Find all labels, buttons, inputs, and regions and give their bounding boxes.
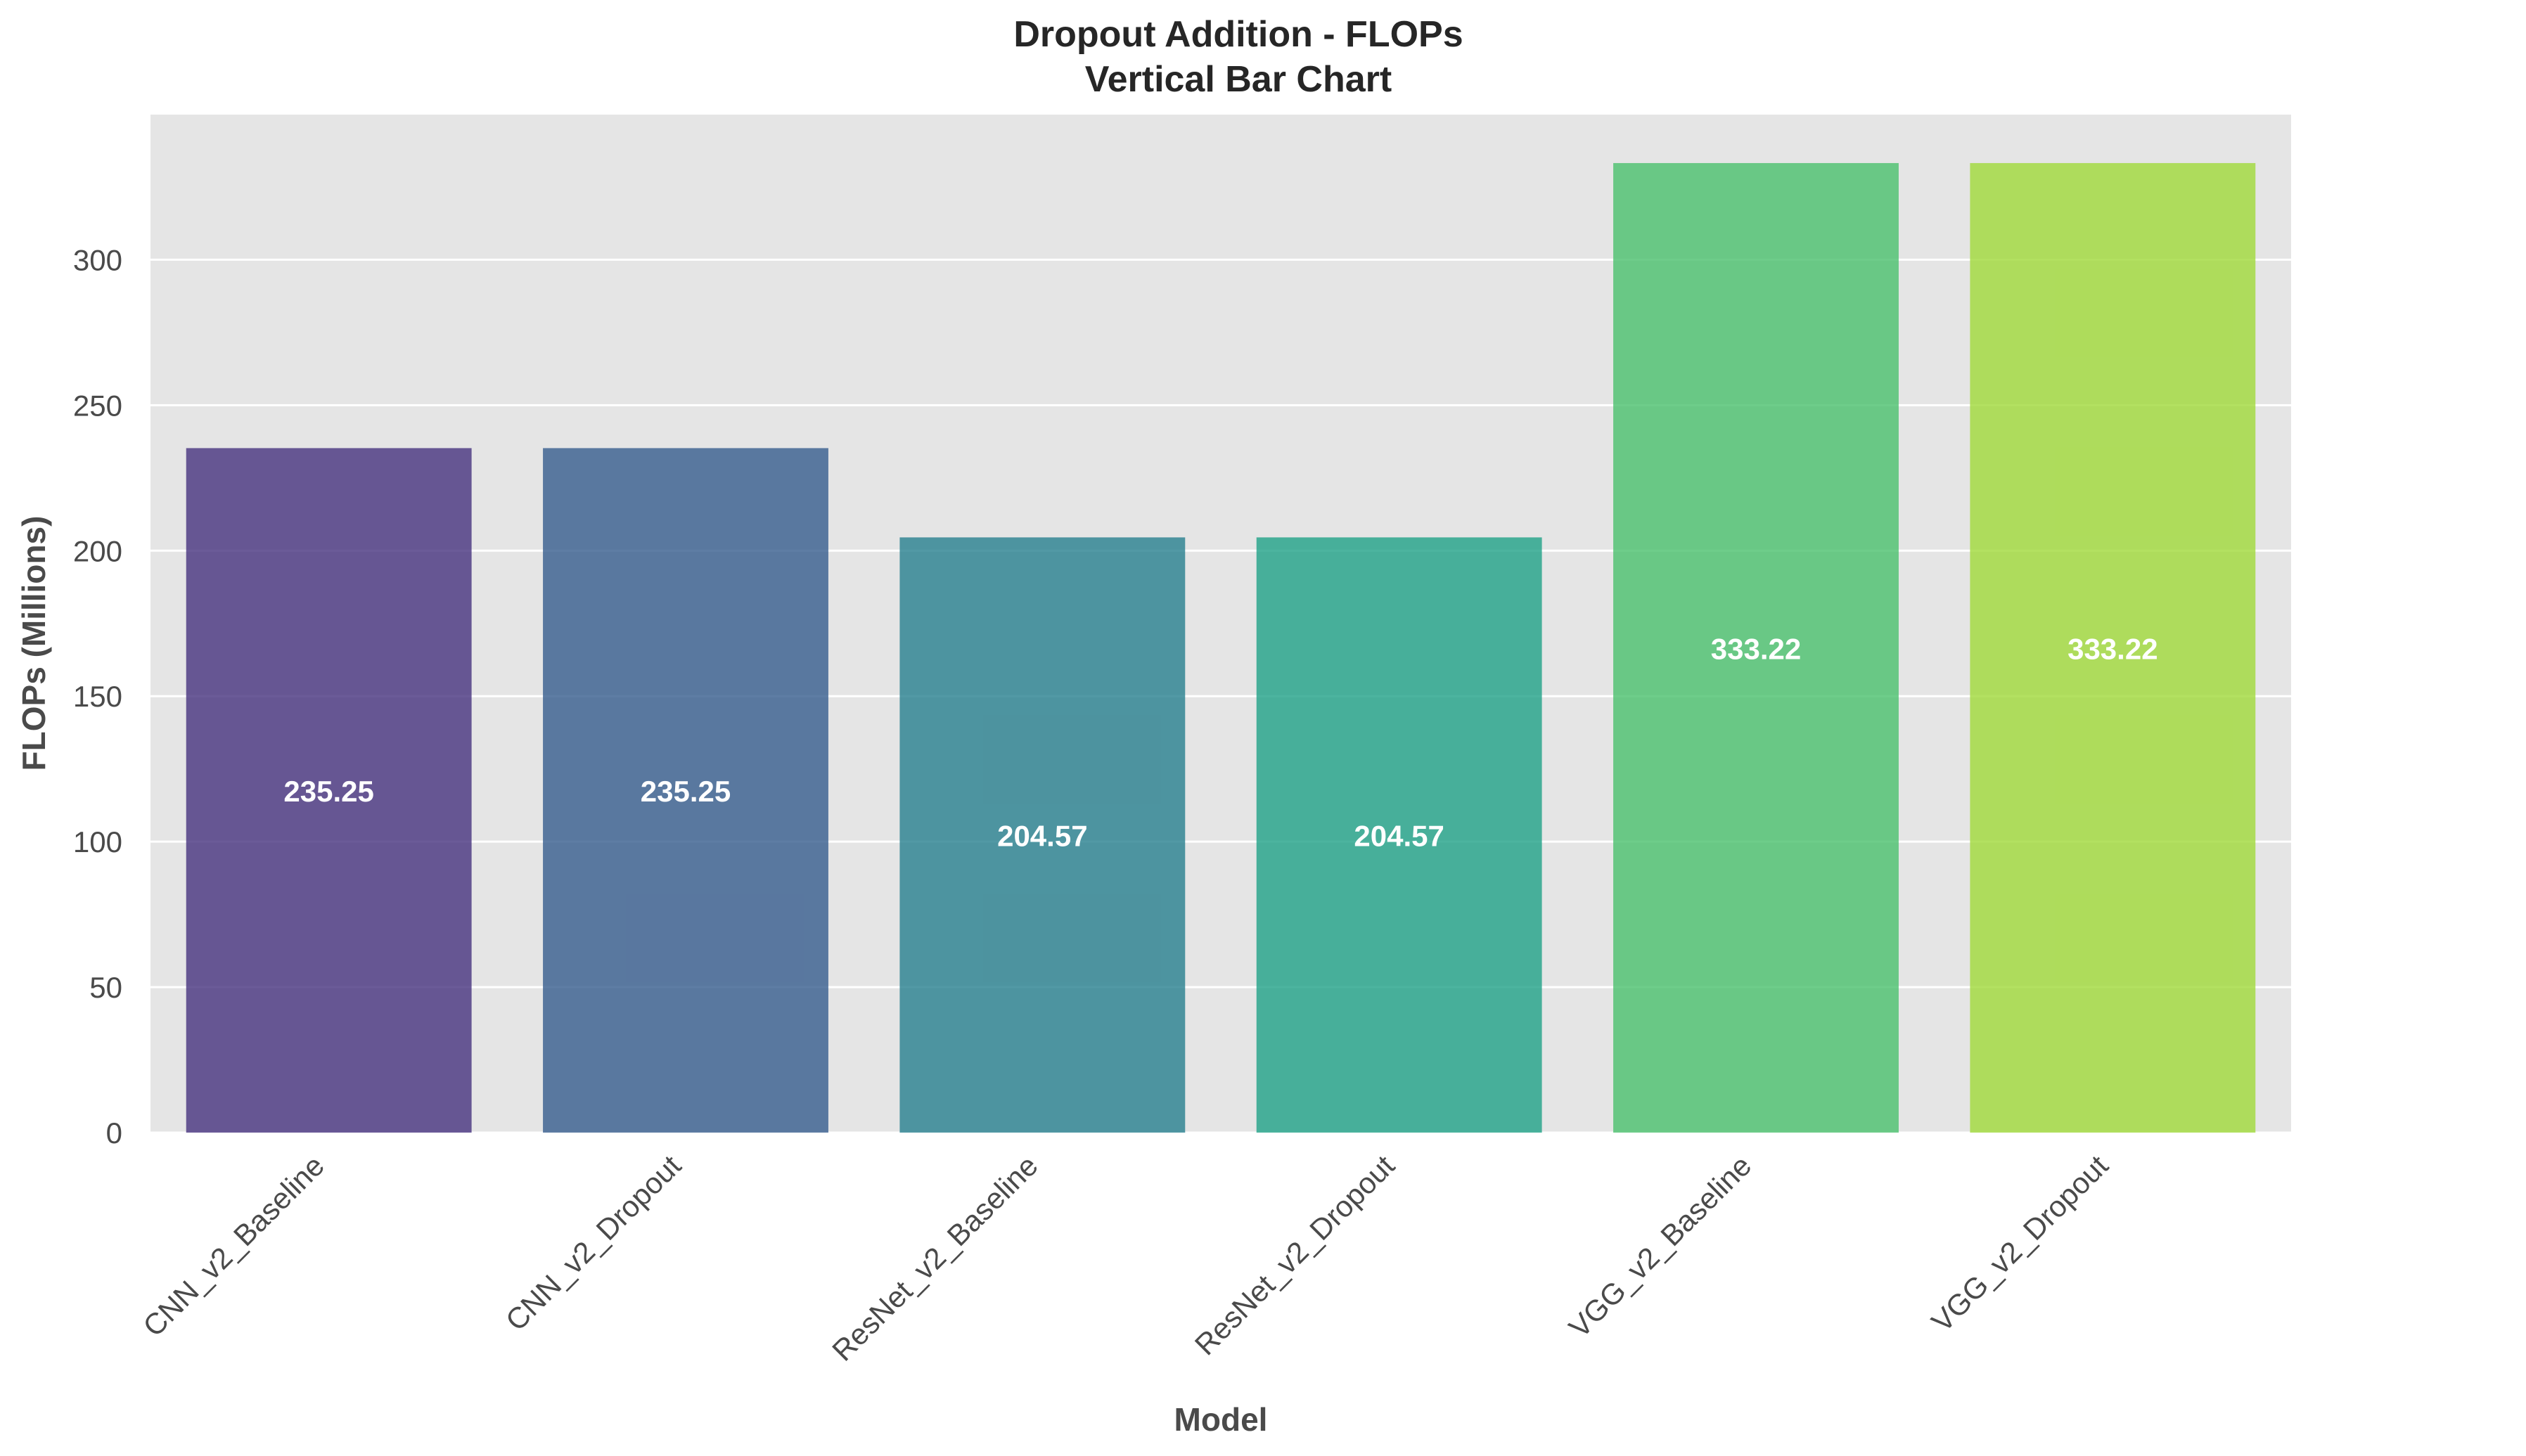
bar-value-label: 235.25 bbox=[641, 775, 731, 808]
gridlines bbox=[150, 258, 2291, 1134]
bar-value-label: 333.22 bbox=[2067, 632, 2158, 665]
x-tick-label: CNN_v2_Dropout bbox=[499, 1149, 688, 1337]
x-axis-label: Model bbox=[1174, 1401, 1268, 1438]
bar bbox=[1970, 162, 2256, 1133]
x-tick-label: ResNet_v2_Baseline bbox=[826, 1149, 1044, 1367]
chart-title: Dropout Addition - FLOPs bbox=[1013, 14, 1463, 55]
y-axis-ticks: 0 50 100 150 200 250 300 bbox=[73, 243, 122, 1149]
bar bbox=[1256, 537, 1542, 1133]
bar bbox=[186, 448, 472, 1133]
x-tick-label: VGG_v2_Baseline bbox=[1563, 1149, 1758, 1344]
y-tick-label: 0 bbox=[106, 1116, 122, 1149]
x-axis-ticks: CNN_v2_Baseline CNN_v2_Dropout ResNet_v2_B… bbox=[136, 1149, 2115, 1367]
x-tick-label: VGG_v2_Dropout bbox=[1925, 1149, 2115, 1339]
chart-subtitle: Vertical Bar Chart bbox=[1085, 59, 1392, 100]
y-tick-label: 200 bbox=[73, 534, 122, 567]
bar-value-label: 204.57 bbox=[1354, 820, 1444, 853]
bar-value-labels: 235.25 235.25 204.57 204.57 333.22 333.22 bbox=[283, 632, 2158, 852]
x-tick-label: ResNet_v2_Dropout bbox=[1188, 1149, 1402, 1362]
bar-value-label: 235.25 bbox=[283, 775, 373, 808]
y-tick-label: 150 bbox=[73, 680, 122, 713]
plot-background bbox=[150, 115, 2291, 1133]
bar-value-label: 333.22 bbox=[1711, 632, 1801, 665]
bar bbox=[1613, 162, 1899, 1133]
bar-value-label: 204.57 bbox=[997, 820, 1087, 853]
x-tick-label: CNN_v2_Baseline bbox=[136, 1149, 331, 1343]
y-axis-label: FLOPs (Millions) bbox=[15, 516, 52, 771]
bar bbox=[899, 537, 1186, 1133]
y-tick-label: 100 bbox=[73, 825, 122, 858]
y-tick-label: 250 bbox=[73, 389, 122, 422]
bars bbox=[186, 162, 2256, 1133]
y-tick-label: 50 bbox=[89, 971, 122, 1004]
bar bbox=[543, 448, 828, 1133]
y-tick-label: 300 bbox=[73, 243, 122, 276]
